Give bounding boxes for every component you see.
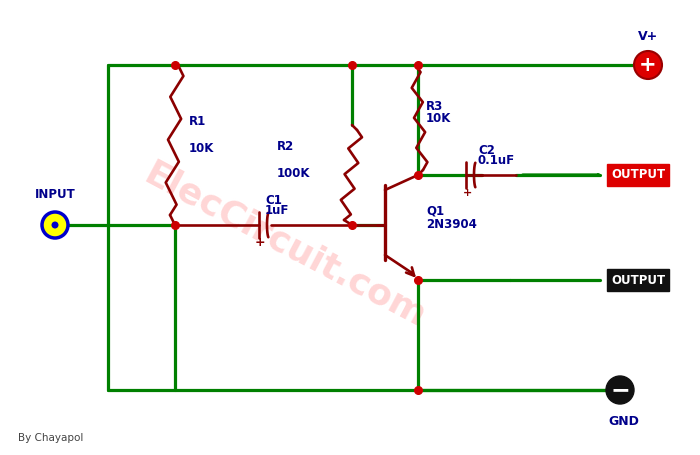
Circle shape — [52, 222, 59, 228]
Text: R1: R1 — [189, 115, 206, 128]
Text: ElecCircuit.com: ElecCircuit.com — [139, 157, 431, 334]
Text: V+: V+ — [638, 30, 658, 43]
Circle shape — [42, 212, 68, 238]
Text: −: − — [610, 378, 630, 402]
Text: 10K: 10K — [426, 112, 452, 125]
Text: +: + — [255, 236, 265, 249]
Text: 0.1uF: 0.1uF — [478, 154, 515, 167]
Text: R3: R3 — [426, 100, 443, 113]
Text: INPUT: INPUT — [34, 188, 76, 201]
Circle shape — [634, 51, 662, 79]
Text: OUTPUT: OUTPUT — [611, 273, 665, 287]
Text: +: + — [463, 188, 472, 198]
Text: OUTPUT: OUTPUT — [611, 168, 665, 182]
Text: C2: C2 — [478, 144, 495, 157]
Text: 10K: 10K — [189, 142, 214, 155]
Text: By Chayapol: By Chayapol — [18, 433, 83, 443]
Text: Q1: Q1 — [426, 205, 444, 218]
Text: 2N3904: 2N3904 — [426, 218, 477, 231]
Text: +: + — [639, 55, 657, 75]
Text: C1: C1 — [265, 194, 282, 207]
Text: GND: GND — [608, 415, 639, 428]
Text: 100K: 100K — [277, 167, 311, 180]
Text: 1uF: 1uF — [265, 204, 289, 217]
Circle shape — [606, 376, 634, 404]
Text: R2: R2 — [277, 140, 294, 153]
